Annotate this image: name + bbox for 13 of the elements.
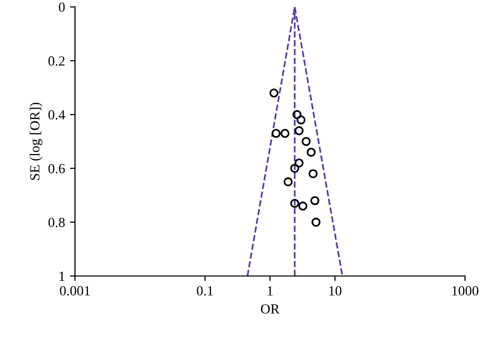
y-tick-label: 0 (58, 2, 65, 12)
y-tick-label: 1 (60, 272, 64, 281)
y-tick-label: 0.8 (48, 218, 65, 228)
x-tick-label: 1 (268, 286, 273, 296)
x-tick-label: 0.1 (196, 286, 213, 296)
x-tick-label: 0.001 (60, 286, 90, 296)
x-tick-label: 10 (329, 286, 342, 296)
y-axis-title: SE (log [OR]) (30, 102, 42, 180)
x-tick-label: 1000 (452, 286, 478, 296)
y-tick-label: 0.4 (48, 110, 66, 120)
y-tick-label: 0.2 (48, 56, 65, 66)
y-tick-label: 0.6 (48, 164, 65, 174)
x-axis-title: OR (260, 304, 280, 314)
